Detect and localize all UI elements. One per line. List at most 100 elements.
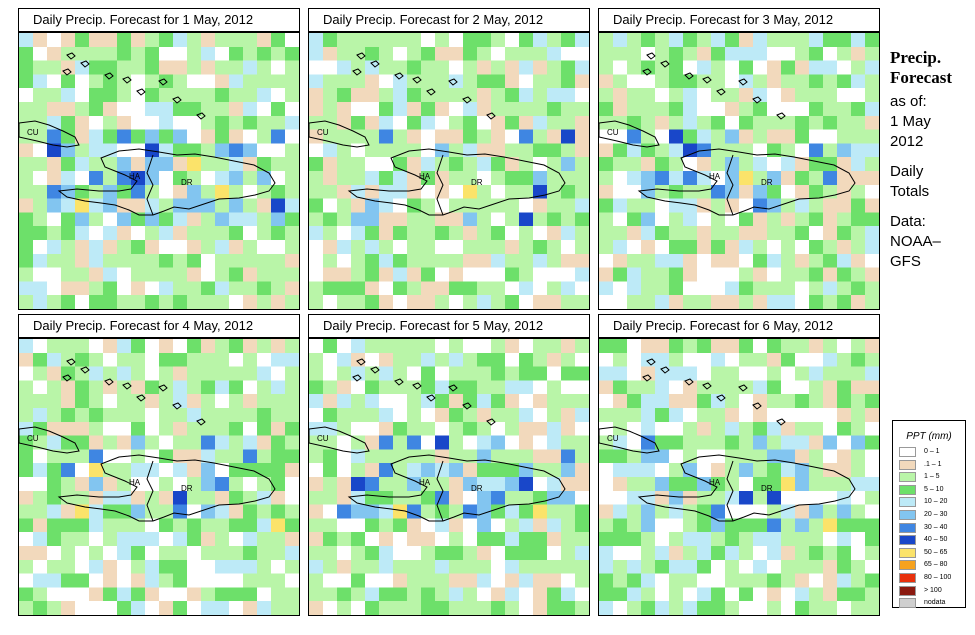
precip-cell (767, 33, 782, 48)
precip-cell (61, 394, 76, 409)
precip-cell (697, 587, 712, 602)
precip-cell (641, 518, 656, 533)
precip-cell (393, 352, 408, 368)
precip-cell (753, 102, 768, 117)
precip-cell (781, 408, 796, 423)
precip-cell (201, 518, 216, 533)
island-outline (738, 384, 748, 392)
daily-label-2: Totals (890, 183, 930, 200)
precip-cell (491, 449, 506, 464)
precip-cell (739, 352, 754, 368)
precip-cell (337, 88, 352, 103)
island-outline (448, 78, 458, 86)
precip-cell (159, 435, 174, 450)
precip-cell (669, 504, 684, 519)
precip-cell (781, 74, 796, 89)
precip-cell (575, 380, 589, 395)
precip-cell (421, 463, 436, 478)
precip-cell (491, 143, 506, 158)
island-outline (394, 378, 404, 386)
precip-cell (837, 380, 852, 395)
precip-cell (309, 532, 324, 547)
precip-cell (159, 532, 174, 547)
precip-cell (851, 559, 866, 575)
precip-cell (229, 143, 244, 158)
precip-cell (201, 408, 216, 423)
precip-cell (257, 157, 272, 172)
precip-cell (215, 74, 230, 89)
precip-cell (285, 295, 299, 309)
precip-cell (19, 102, 34, 117)
precip-cell (781, 352, 796, 368)
island-outline (642, 68, 652, 76)
precip-cell (767, 449, 782, 464)
precip-cell (407, 421, 422, 437)
precip-cell (271, 601, 286, 615)
precip-cell (561, 352, 576, 368)
precip-cell (89, 171, 104, 186)
precip-cell (421, 226, 436, 241)
precip-cell (669, 408, 684, 423)
precip-cell (215, 212, 230, 227)
precip-cell (463, 421, 478, 437)
precip-cell (753, 46, 768, 62)
precip-cell (47, 33, 62, 48)
precip-cell (159, 143, 174, 158)
precip-cell (627, 546, 642, 561)
precip-cell (505, 198, 520, 213)
precip-cell (781, 339, 796, 354)
precip-cell (463, 102, 478, 117)
precip-cell (449, 546, 464, 561)
precip-cell (393, 601, 408, 615)
precip-cell (365, 559, 380, 575)
precip-cell (323, 171, 338, 186)
precip-cell (33, 546, 48, 561)
precip-cell (795, 573, 810, 588)
precip-cell (215, 449, 230, 464)
precip-cell (89, 74, 104, 89)
precip-cell (215, 184, 230, 200)
precip-cell (823, 573, 838, 588)
precip-cell (393, 339, 408, 354)
precip-cell (697, 33, 712, 48)
precip-cell (561, 281, 576, 296)
precip-cell (285, 253, 299, 269)
precip-cell (641, 587, 656, 602)
precip-cell (145, 226, 160, 241)
legend-label: 30 – 40 (924, 523, 948, 531)
precip-cell (365, 463, 380, 478)
precip-cell (61, 518, 76, 533)
precip-cell (851, 518, 866, 533)
precip-cell (613, 573, 628, 588)
precip-cell (117, 171, 132, 186)
precip-cell (655, 394, 670, 409)
precip-cell (753, 143, 768, 158)
precip-cell (379, 380, 394, 395)
precip-cell (739, 573, 754, 588)
legend-swatch (899, 497, 916, 508)
precip-cell (449, 587, 464, 602)
precip-cell (257, 463, 272, 478)
precip-cell (711, 463, 726, 478)
precip-cell (561, 366, 576, 381)
precip-cell (533, 240, 548, 255)
precip-cell (187, 157, 202, 172)
precip-cell (271, 198, 286, 213)
precip-cell (837, 46, 852, 62)
precip-cell (599, 587, 614, 602)
precip-cell (837, 115, 852, 131)
precip-cell (547, 88, 562, 103)
precip-cell (547, 102, 562, 117)
precip-cell (711, 46, 726, 62)
country-label-cu: CU (607, 434, 619, 443)
precip-cell (809, 240, 824, 255)
precip-cell (229, 102, 244, 117)
precip-cell (435, 60, 450, 75)
precip-cell (739, 60, 754, 75)
precip-cell (851, 74, 866, 89)
precip-cell (337, 394, 352, 409)
precip-cell (309, 559, 324, 575)
precip-cell (655, 198, 670, 213)
precip-cell (575, 184, 589, 200)
precip-cell (463, 408, 478, 423)
